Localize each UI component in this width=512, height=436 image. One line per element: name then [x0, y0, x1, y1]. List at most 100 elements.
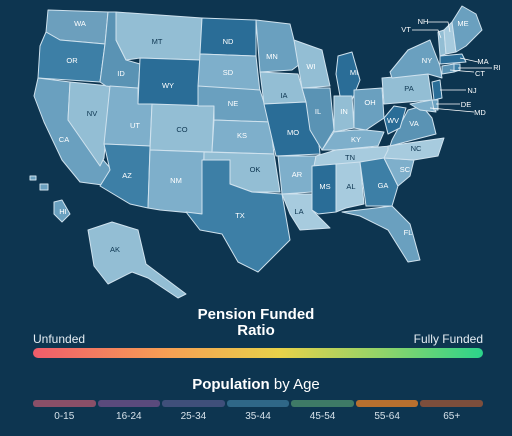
label-OH: OH	[364, 98, 375, 107]
label-SC: SC	[400, 165, 411, 174]
age-bin-label: 0-15	[54, 411, 75, 422]
age-bin-swatch	[226, 400, 290, 407]
state-TX[interactable]	[185, 159, 291, 273]
age-bin-swatch	[355, 400, 419, 407]
age-bin-swatch	[97, 400, 161, 407]
label-TN: TN	[345, 153, 355, 162]
label-CO: CO	[176, 125, 187, 134]
state-OH[interactable]	[353, 87, 385, 131]
label-CT: CT	[475, 69, 485, 78]
label-OK: OK	[250, 165, 261, 174]
state-FL[interactable]	[341, 205, 421, 263]
population-title-bold: Population	[192, 376, 270, 393]
age-bin-label: 35-44	[245, 411, 271, 422]
state-MA[interactable]	[439, 53, 467, 65]
state-NM[interactable]	[147, 149, 205, 215]
label-WA: WA	[74, 19, 86, 28]
label-TX: TX	[235, 211, 245, 220]
label-MO: MO	[287, 128, 299, 137]
label-ME: ME	[457, 19, 468, 28]
state-ME[interactable]	[451, 5, 483, 53]
legend-high-label: Fully Funded	[413, 332, 483, 346]
label-MD: MD	[474, 108, 486, 117]
label-WI: WI	[306, 62, 315, 71]
label-MT: MT	[152, 37, 163, 46]
leader-MD	[429, 107, 475, 113]
population-title-rest: by Age	[269, 376, 320, 393]
state-HI-islet-2	[39, 183, 49, 191]
legend-title-line1: Pension Funded	[197, 306, 315, 323]
age-bin-label: 16-24	[116, 411, 142, 422]
label-MI: MI	[350, 68, 358, 77]
state-RI[interactable]	[453, 63, 461, 73]
label-AR: AR	[292, 170, 303, 179]
label-NY: NY	[422, 56, 432, 65]
label-VA: VA	[409, 119, 418, 128]
label-DE: DE	[461, 100, 471, 109]
label-NJ: NJ	[467, 86, 476, 95]
label-CA: CA	[59, 135, 69, 144]
label-SD: SD	[223, 68, 234, 77]
state-MN[interactable]	[255, 19, 301, 73]
state-WI[interactable]	[293, 39, 331, 89]
leader-NH	[428, 21, 451, 33]
age-bin-label: 45-54	[309, 411, 336, 422]
label-UT: UT	[130, 121, 140, 130]
age-bin-swatch	[33, 400, 96, 407]
label-VT: VT	[401, 25, 411, 34]
label-FL: FL	[404, 228, 413, 237]
label-KY: KY	[351, 135, 361, 144]
age-bin-label: 65+	[443, 411, 461, 422]
funded-ratio-gradient-bar	[33, 348, 483, 358]
label-NV: NV	[87, 109, 97, 118]
state-NJ[interactable]	[431, 79, 443, 101]
leader-CT	[449, 69, 475, 73]
state-HI-islet-1	[29, 175, 37, 181]
state-NC[interactable]	[383, 137, 445, 161]
state-WV[interactable]	[383, 105, 407, 135]
label-AK: AK	[110, 245, 120, 254]
label-IA: IA	[280, 91, 287, 100]
label-IL: IL	[315, 107, 321, 116]
label-WY: WY	[162, 81, 174, 90]
state-HI[interactable]	[53, 199, 71, 223]
state-VA[interactable]	[389, 105, 437, 147]
us-state-map: WA OR CA NV ID MT WY UT AZ CO NM ND SD N…	[29, 5, 501, 299]
label-HI: HI	[59, 207, 67, 216]
age-bin-swatch	[162, 400, 225, 407]
label-OR: OR	[66, 56, 78, 65]
label-KS: KS	[237, 131, 247, 140]
state-AK[interactable]	[87, 221, 187, 299]
leader-MA	[459, 57, 479, 63]
leader-VT	[412, 29, 442, 39]
state-CT[interactable]	[441, 63, 455, 75]
population-title: Population by Age	[0, 376, 512, 393]
age-bin-label: 25-34	[180, 411, 207, 422]
age-bin-swatch	[291, 400, 354, 407]
label-AZ: AZ	[122, 171, 132, 180]
label-NC: NC	[411, 144, 422, 153]
label-RI: RI	[493, 63, 501, 72]
label-PA: PA	[404, 84, 413, 93]
label-MA: MA	[477, 57, 488, 66]
age-bin-swatch	[420, 400, 483, 407]
label-NE: NE	[228, 99, 238, 108]
label-ND: ND	[223, 37, 234, 46]
label-NH: NH	[418, 17, 429, 26]
state-NY[interactable]	[389, 39, 443, 79]
label-WV: WV	[387, 116, 399, 125]
state-MD[interactable]	[409, 99, 437, 113]
legend-title-line2: Ratio	[237, 322, 275, 339]
label-GA: GA	[378, 181, 389, 190]
legend-low-label: Unfunded	[33, 332, 86, 346]
label-LA: LA	[294, 207, 303, 216]
state-NV[interactable]	[67, 81, 111, 167]
label-MN: MN	[266, 52, 278, 61]
age-bin-label: 55-64	[374, 411, 400, 422]
label-IN: IN	[340, 107, 348, 116]
label-MS: MS	[319, 182, 330, 191]
state-AL[interactable]	[335, 161, 365, 213]
label-NM: NM	[170, 176, 182, 185]
label-ID: ID	[117, 69, 125, 78]
state-GA[interactable]	[359, 157, 399, 207]
